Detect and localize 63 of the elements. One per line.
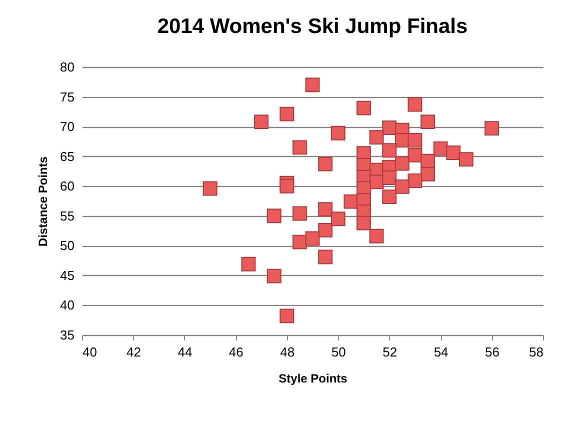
point [305,78,320,92]
y-tick-label: 70 [60,119,74,134]
y-tick-label: 35 [60,328,74,342]
x-tick-label: 42 [126,344,141,360]
y-tick-label: 75 [60,89,74,104]
chart-title: 2014 Women's Ski Jump Finals [157,15,468,38]
point [420,154,435,168]
point [382,143,397,158]
x-tick-label: 56 [485,344,500,360]
point [408,174,422,188]
point [318,156,333,172]
x-tick-label: 48 [280,344,295,360]
point [369,130,384,144]
point [356,100,371,116]
point [280,308,294,324]
point [433,141,448,156]
point [408,133,422,148]
point [330,212,346,226]
y-tick-label: 55 [60,208,74,224]
point [318,222,333,238]
point [266,268,282,284]
point [382,170,397,185]
point [408,97,422,112]
y-tick-label: 60 [60,178,74,194]
point [202,181,218,196]
point [408,148,422,162]
x-tick-label: 52 [382,344,398,360]
point [356,216,371,230]
point [318,250,333,264]
point [330,126,346,140]
point [254,114,268,129]
point [280,106,294,122]
y-tick-label: 45 [60,268,74,283]
point [344,194,358,209]
y-tick-label: 40 [60,298,74,313]
point [484,121,499,136]
point [369,228,384,244]
point [318,202,333,217]
point [280,178,294,194]
point [241,256,256,272]
y-tick-label: 80 [60,60,74,74]
point [292,234,307,250]
point [394,156,410,171]
y-tick-label: 50 [60,238,74,254]
y-axis-title: Distance Points [36,156,50,247]
point [292,206,307,221]
x-axis-title: Style Points [278,372,348,386]
x-tick-label: 44 [178,344,192,360]
point [446,146,461,160]
point [458,152,474,167]
x-tick-label: 50 [331,344,346,360]
point [305,231,320,246]
point [394,180,410,194]
x-tick-label: 58 [529,344,544,360]
point [266,208,282,224]
point [420,166,435,182]
point [382,190,397,204]
point [292,140,307,155]
point [420,114,435,129]
x-tick-label: 46 [228,344,244,360]
y-tick-label: 65 [60,148,74,164]
x-tick-label: 54 [434,344,448,360]
x-tick-label: 40 [82,344,97,360]
